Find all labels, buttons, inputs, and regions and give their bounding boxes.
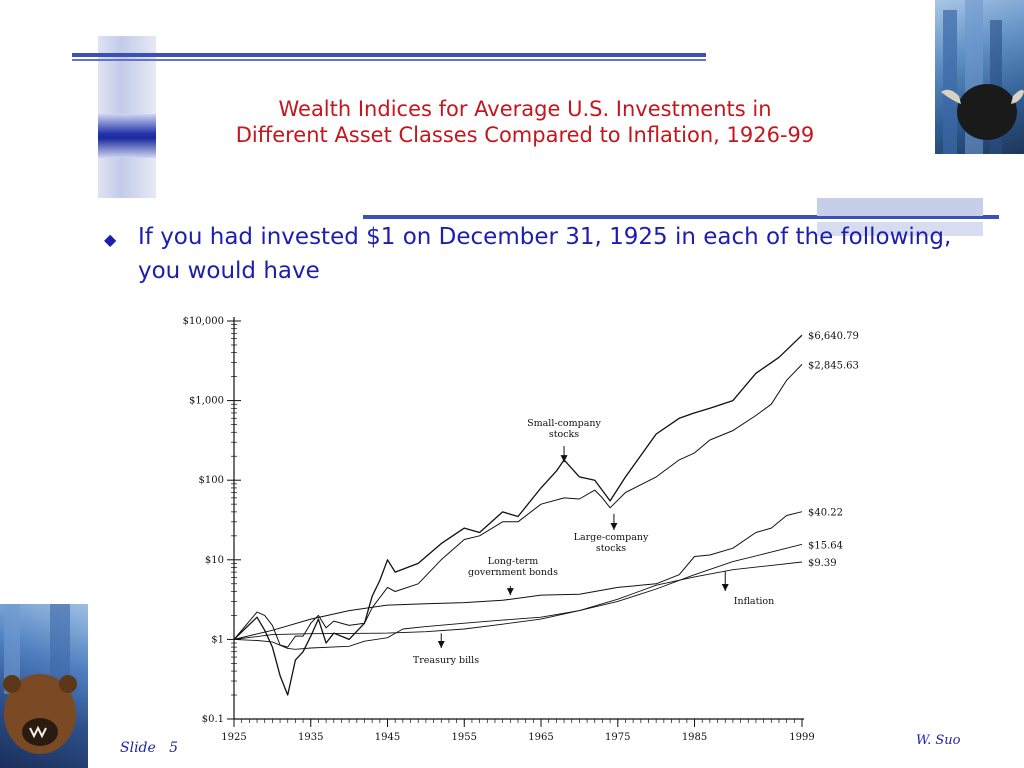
- x-tick-label: 1975: [605, 732, 630, 743]
- x-tick-label: 1985: [682, 732, 707, 743]
- y-tick-label: $1,000: [189, 396, 224, 407]
- inflation-annotation-label: Inflation: [734, 596, 775, 607]
- small-company-annotation-label: stocks: [549, 429, 579, 440]
- long-term-bonds-line: [233, 511, 803, 640]
- x-tick-label: 1999: [789, 732, 814, 743]
- top-rule-thin: [72, 59, 706, 61]
- series-end-label: $9.39: [808, 558, 837, 569]
- bull-image: [941, 0, 1024, 154]
- slide-footer: Slide 5: [120, 740, 178, 756]
- x-tick-label: 1925: [221, 732, 246, 743]
- treasury-bills-line: [233, 543, 803, 640]
- mid-rule: [363, 215, 999, 219]
- top-rule: [72, 53, 706, 57]
- large-company-annotation-label: Large-company: [574, 532, 649, 543]
- small-company-annotation-label: Small-company: [527, 418, 601, 429]
- series-end-label: $15.64: [808, 540, 843, 551]
- x-tick-label: 1965: [528, 732, 553, 743]
- diamond-bullet-icon: ◆: [104, 230, 117, 249]
- series-end-label: $40.22: [808, 508, 843, 519]
- x-tick-label: 1945: [375, 732, 400, 743]
- y-tick-label: $10,000: [183, 316, 224, 327]
- y-tick-label: $10: [205, 555, 224, 566]
- bonds-annotation-label: Long-term: [488, 556, 538, 567]
- x-tick-label: 1955: [452, 732, 477, 743]
- y-tick-label: $0.1: [202, 714, 224, 725]
- treasury-bills-annotation-arrowhead: [437, 641, 445, 648]
- decorative-box: [817, 198, 983, 216]
- small-company-annotation-arrowhead: [560, 455, 568, 463]
- slide-title: Wealth Indices for Average U.S. Investme…: [150, 96, 900, 148]
- slide-number: 5: [169, 740, 179, 756]
- title-line-2: Different Asset Classes Compared to Infl…: [235, 123, 815, 147]
- bull-photo: [935, 0, 1024, 154]
- inflation-line: [233, 561, 803, 650]
- bullet-text: If you had invested $1 on December 31, 1…: [138, 224, 952, 284]
- treasury-bills-annotation-label: Treasury bills: [413, 655, 479, 666]
- left-decorative-strip: [98, 114, 156, 158]
- inflation-annotation-arrowhead: [721, 584, 729, 591]
- bonds-annotation-arrowhead: [506, 588, 514, 596]
- bonds-annotation-label: government bonds: [468, 567, 558, 578]
- small-company-stocks-line: [233, 334, 803, 696]
- y-tick-label: $100: [199, 475, 224, 486]
- y-tick-label: $1: [211, 634, 224, 645]
- title-line-1: Wealth Indices for Average U.S. Investme…: [278, 97, 772, 121]
- bear-photo: [0, 604, 88, 768]
- decorative-box-lower: [817, 222, 983, 236]
- left-decorative-bar: [98, 36, 156, 198]
- series-end-label: $2,845.63: [808, 360, 859, 371]
- large-company-annotation-arrowhead: [610, 523, 618, 530]
- wealth-indices-chart: $0.1 $1 $10 $100 $1,000 $10,000 1925 1935 1945 19…: [183, 316, 859, 743]
- large-company-stocks-line: [233, 364, 803, 648]
- bear-image: [3, 604, 77, 754]
- author: W. Suo: [916, 733, 961, 748]
- large-company-annotation-label: stocks: [596, 543, 626, 554]
- slide-label: Slide: [120, 740, 156, 756]
- x-tick-label: 1935: [298, 732, 323, 743]
- series-end-label: $6,640.79: [808, 331, 859, 342]
